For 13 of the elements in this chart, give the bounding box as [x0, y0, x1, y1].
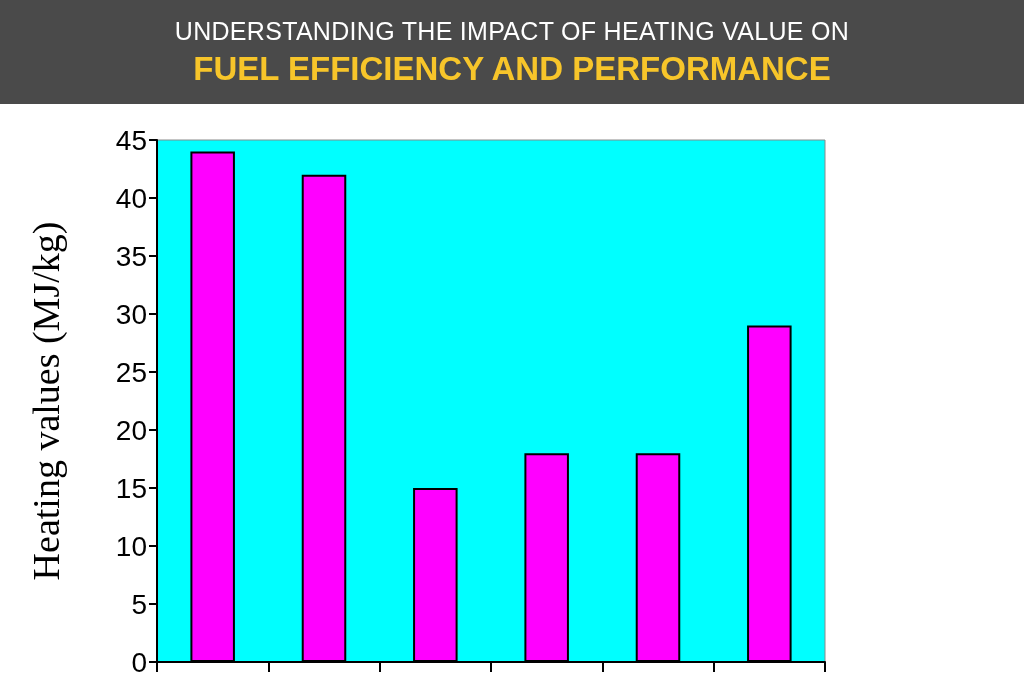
- y-tick-label: 0: [131, 646, 147, 678]
- y-tick-label: 10: [115, 530, 147, 562]
- y-tick-label: 35: [115, 240, 147, 272]
- chart-title: UNDERSTANDING THE IMPACT OF HEATING VALUE ON: [174, 16, 850, 47]
- chart-subtitle: FUEL EFFICIENCY AND PERFORMANCE: [193, 49, 831, 89]
- y-axis-title: Heating values (MJ/kg): [25, 221, 68, 581]
- y-tick-label: 20: [115, 414, 147, 446]
- y-tick-label: 30: [115, 298, 147, 330]
- y-tick-label: 40: [115, 182, 147, 214]
- y-tick-label: 5: [131, 588, 147, 620]
- y-tick-label: 45: [115, 124, 147, 156]
- y-tick-label: 25: [115, 356, 147, 388]
- y-tick-label: 15: [115, 472, 147, 504]
